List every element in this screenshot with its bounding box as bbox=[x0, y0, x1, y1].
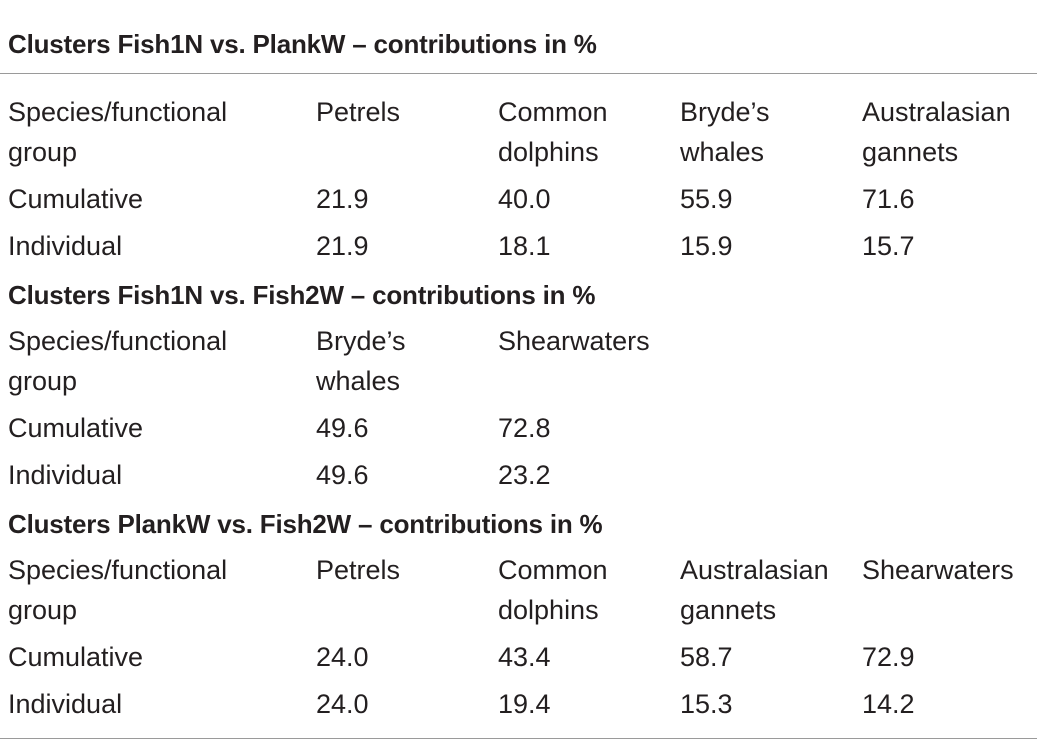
value-cell: 15.9 bbox=[680, 231, 733, 261]
header-cell: Species/functional bbox=[8, 326, 228, 356]
section-title: Clusters Fish1N vs. PlankW – contributio… bbox=[8, 29, 597, 59]
value-cell: 49.6 bbox=[316, 413, 369, 443]
section-title: Clusters PlankW vs. Fish2W – contributio… bbox=[8, 509, 603, 539]
row-label: Individual bbox=[8, 231, 123, 261]
header-cell: Petrels bbox=[316, 97, 401, 127]
row-label: Individual bbox=[8, 689, 123, 719]
header-cell: Australasian bbox=[680, 555, 829, 585]
header-cell: Common bbox=[498, 97, 608, 127]
value-cell: 49.6 bbox=[316, 460, 369, 490]
header-cell: Species/functional bbox=[8, 555, 228, 585]
value-cell: 58.7 bbox=[680, 642, 733, 672]
row-label: Cumulative bbox=[8, 413, 144, 443]
header-cell: Australasian bbox=[862, 97, 1011, 127]
header-cell: dolphins bbox=[498, 137, 599, 167]
bottom-rule bbox=[0, 738, 1037, 739]
header-cell: Bryde’s bbox=[680, 97, 770, 127]
row-label: Cumulative bbox=[8, 642, 144, 672]
top-rule bbox=[0, 73, 1037, 74]
row-label: Cumulative bbox=[8, 184, 144, 214]
header-cell: whales bbox=[680, 137, 765, 167]
value-cell: 40.0 bbox=[498, 184, 551, 214]
header-cell: group bbox=[8, 595, 78, 625]
value-cell: 72.8 bbox=[498, 413, 551, 443]
header-cell: Common bbox=[498, 555, 608, 585]
header-cell: Bryde’s bbox=[316, 326, 406, 356]
row-label: Individual bbox=[8, 460, 123, 490]
header-cell: Shearwaters bbox=[498, 326, 650, 356]
value-cell: 72.9 bbox=[862, 642, 915, 672]
value-cell: 55.9 bbox=[680, 184, 733, 214]
value-cell: 15.3 bbox=[680, 689, 733, 719]
header-cell: group bbox=[8, 137, 78, 167]
header-cell: gannets bbox=[862, 137, 959, 167]
value-cell: 14.2 bbox=[862, 689, 915, 719]
value-cell: 19.4 bbox=[498, 689, 551, 719]
header-cell: dolphins bbox=[498, 595, 599, 625]
value-cell: 24.0 bbox=[316, 642, 369, 672]
value-cell: 21.9 bbox=[316, 184, 369, 214]
value-cell: 18.1 bbox=[498, 231, 551, 261]
header-cell: whales bbox=[316, 366, 401, 396]
value-cell: 21.9 bbox=[316, 231, 369, 261]
header-cell: group bbox=[8, 366, 78, 396]
section-title: Clusters Fish1N vs. Fish2W – contributio… bbox=[8, 280, 596, 310]
value-cell: 24.0 bbox=[316, 689, 369, 719]
header-cell: Petrels bbox=[316, 555, 401, 585]
value-cell: 71.6 bbox=[862, 184, 915, 214]
header-cell: Shearwaters bbox=[862, 555, 1014, 585]
value-cell: 15.7 bbox=[862, 231, 915, 261]
header-cell: Species/functional bbox=[8, 97, 228, 127]
value-cell: 23.2 bbox=[498, 460, 551, 490]
value-cell: 43.4 bbox=[498, 642, 551, 672]
header-cell: gannets bbox=[680, 595, 777, 625]
